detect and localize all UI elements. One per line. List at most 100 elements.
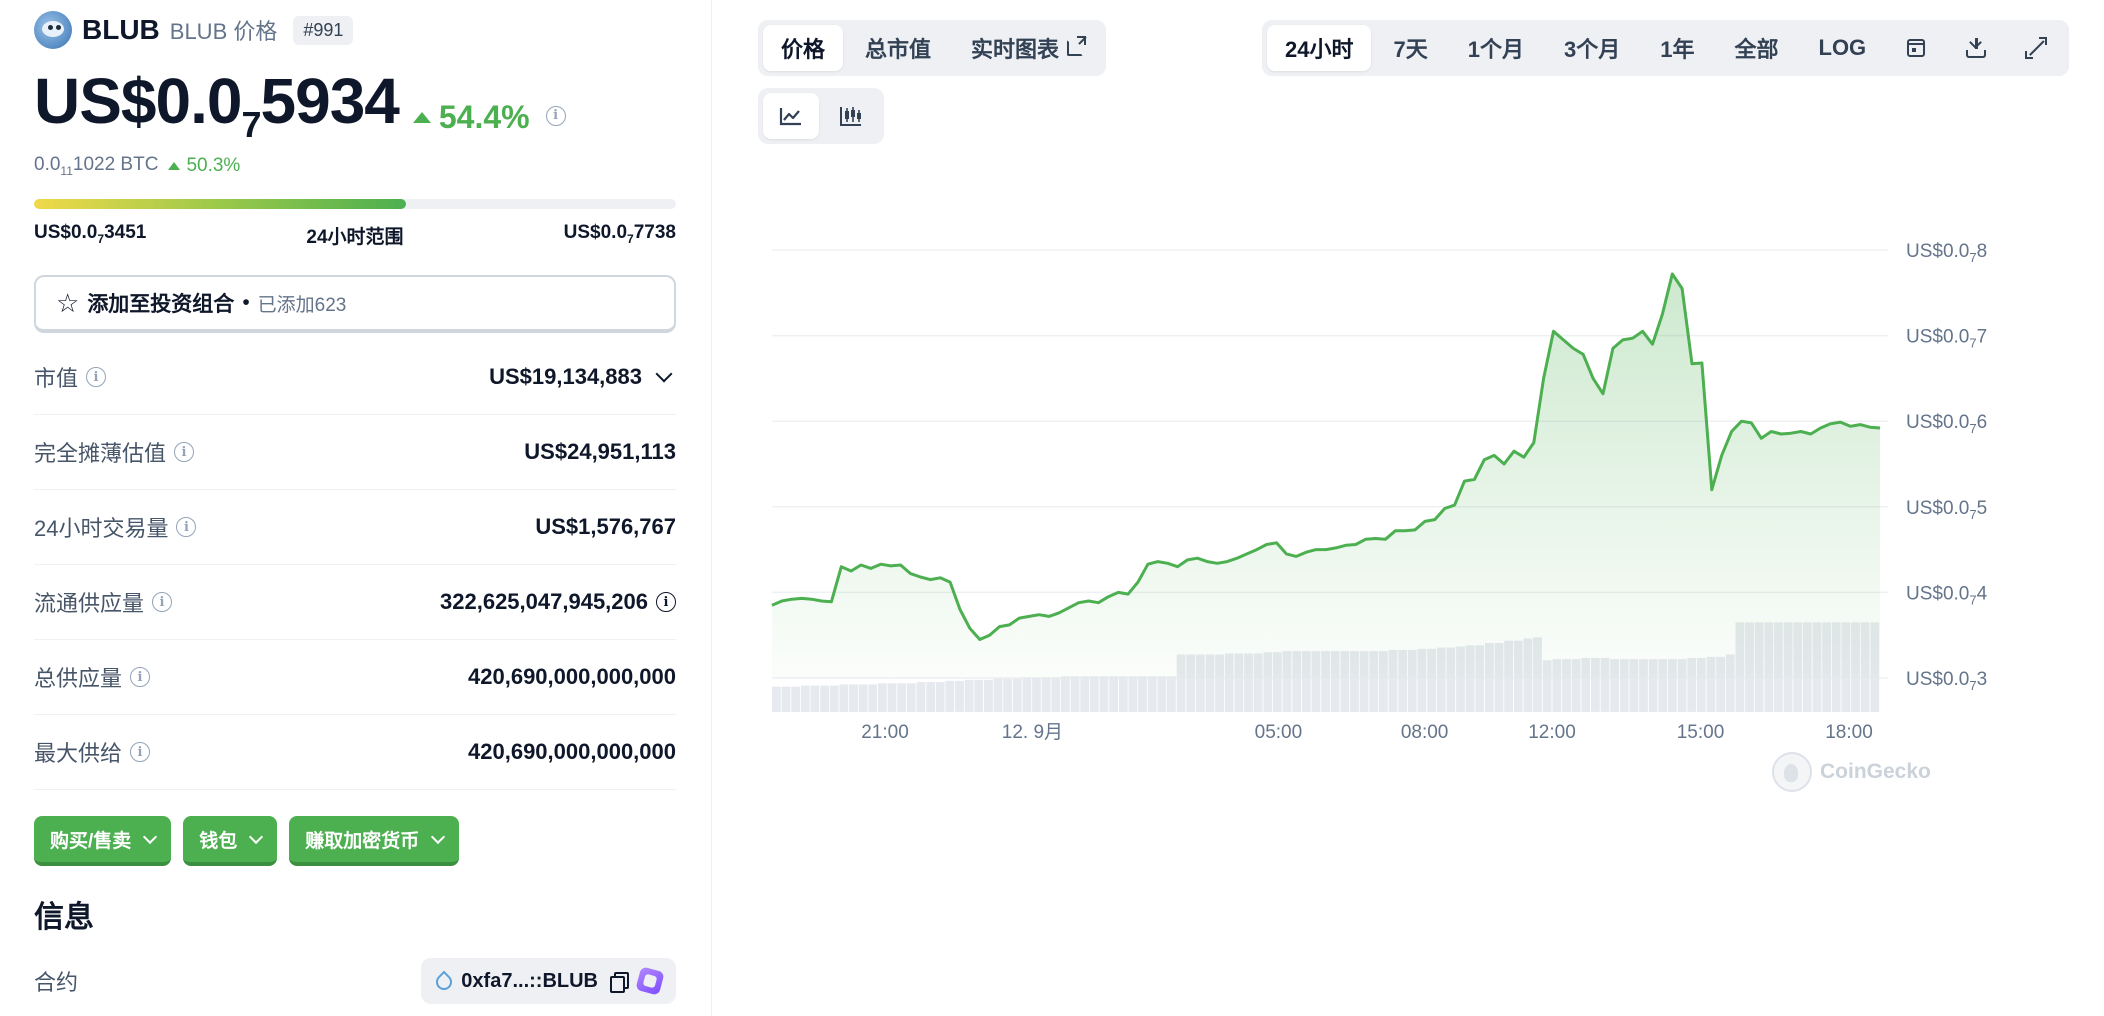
volume-bar [1581, 657, 1591, 712]
market-cap-dropdown[interactable]: US$19,134,883 [489, 364, 676, 390]
tab-market-cap[interactable]: 总市值 [865, 37, 932, 62]
volume-bar [1359, 651, 1369, 712]
btc-price-value: 0.0111022 BTC [34, 154, 159, 178]
24h-range-labels: US$0.073451 24小时范围 US$0.077738 [34, 222, 676, 249]
volume-bar [1571, 659, 1581, 712]
volume-bar [1321, 651, 1330, 712]
price-line [771, 272, 1881, 641]
sui-chain-icon [435, 972, 449, 990]
coin-overview-panel: BLUB BLUB 价格 #991 US$0.075934 54.4% i 0.… [0, 0, 712, 1016]
volume-bar [820, 685, 829, 712]
stat-label: 24小时交易量 [34, 516, 169, 541]
range-low: US$0.073451 [34, 222, 147, 246]
volume-bar [1032, 677, 1041, 712]
volume-bar [1648, 659, 1658, 712]
fullscreen-button[interactable] [2008, 25, 2064, 71]
volume-bar [868, 684, 878, 712]
volume-bar [1446, 647, 1456, 712]
info-icon[interactable]: i [152, 592, 173, 612]
star-icon: ☆ [56, 288, 80, 318]
volume-bar [781, 686, 791, 712]
date-range-button[interactable] [1888, 25, 1944, 71]
tab-log[interactable]: LOG [1818, 35, 1867, 60]
tab-live-chart[interactable]: 实时图表 [953, 25, 1101, 71]
stat-value: US$1,576,767 [535, 514, 676, 539]
blub-logo-icon [34, 11, 72, 49]
x-tick-label: 21:00 [861, 722, 909, 743]
info-icon[interactable]: i [174, 442, 195, 462]
chevron-down-icon [655, 365, 673, 383]
stat-value: US$19,134,883 [489, 364, 642, 389]
tab-price[interactable]: 价格 [763, 25, 844, 71]
x-tick-label: 08:00 [1401, 722, 1449, 743]
volume-bar [1195, 654, 1205, 712]
contract-row: 合约 0xfa7...::BLUB [34, 958, 676, 1004]
stat-label: 最大供给 [34, 741, 123, 766]
volume-bar [974, 679, 984, 712]
info-icon[interactable]: i [86, 367, 107, 387]
add-to-wallet-icon[interactable] [635, 966, 665, 996]
x-tick-label: 05:00 [1255, 722, 1303, 743]
volume-bar [1070, 676, 1080, 712]
volume-bar [1041, 677, 1051, 712]
price-info-icon[interactable]: i [545, 105, 566, 126]
line-chart-toggle[interactable] [763, 93, 819, 139]
volume-bar [1417, 648, 1427, 713]
buy-sell-button[interactable]: 购买/售卖 [34, 816, 172, 866]
copy-icon[interactable] [610, 972, 629, 993]
info-icon[interactable]: i [176, 517, 197, 537]
tab-1m[interactable]: 1个月 [1467, 37, 1524, 62]
earn-crypto-button[interactable]: 赚取加密货币 [289, 816, 460, 866]
volume-bar [1215, 654, 1224, 712]
line-chart-icon [779, 108, 801, 126]
volume-bar [1340, 651, 1350, 712]
candlestick-icon [840, 107, 861, 126]
volume-bar [906, 683, 916, 712]
portfolio-label: 添加至投资组合 [87, 293, 235, 316]
tab-1y[interactable]: 1年 [1660, 37, 1695, 62]
volume-bar [1552, 659, 1562, 712]
volume-bar [1273, 652, 1282, 712]
volume-bar [1176, 654, 1186, 712]
tab-24h[interactable]: 24小时 [1267, 25, 1372, 71]
volume-bar [772, 686, 781, 712]
volume-bar [1301, 651, 1311, 712]
price-chart[interactable]: US$0.078 US$0.077 US$0.076 US$0.075 US$0.074… [760, 200, 2100, 1000]
volume-bar [926, 682, 935, 712]
candlestick-chart-toggle[interactable] [823, 93, 879, 139]
volume-bar [791, 686, 801, 712]
download-button[interactable] [1948, 25, 2004, 71]
tab-7d[interactable]: 7天 [1393, 37, 1428, 62]
stat-value: 322,625,047,945,206 [440, 589, 648, 614]
volume-bar [1379, 651, 1388, 712]
chart-type-tabs [758, 88, 884, 144]
range-label: 24小时范围 [306, 227, 404, 248]
volume-bar [1407, 649, 1417, 712]
volume-bar [984, 679, 993, 712]
y-tick-label: US$0.075 [1906, 498, 1987, 522]
circulating-info-icon[interactable]: i [656, 592, 676, 612]
chevron-down-icon [431, 829, 446, 844]
add-to-portfolio-button[interactable]: ☆ 添加至投资组合 • 已添加623 [34, 275, 676, 333]
volume-bar [1292, 651, 1302, 712]
volume-bar [1118, 676, 1128, 712]
volume-bar [1687, 657, 1697, 712]
chevron-down-icon [249, 829, 264, 844]
wallet-button[interactable]: 钱包 [183, 816, 278, 866]
y-tick-label: US$0.076 [1906, 412, 1987, 436]
volume-bar [1677, 659, 1687, 712]
tab-3m[interactable]: 3个月 [1563, 37, 1621, 62]
coin-subtitle: BLUB 价格 [169, 19, 278, 44]
x-tick-label: 12:00 [1528, 722, 1576, 743]
range-tabs: 24小时 7天 1个月 3个月 1年 全部 LOG [1262, 20, 2070, 76]
trend-up-icon [168, 161, 181, 170]
volume-bar [1282, 651, 1292, 712]
stat-row-max-supply: 最大供给 i 420,690,000,000,000 [34, 715, 676, 790]
contract-pill: 0xfa7...::BLUB [421, 958, 676, 1004]
info-icon[interactable]: i [130, 667, 151, 687]
volume-bar [1022, 677, 1032, 712]
stat-label: 流通供应量 [34, 591, 145, 616]
external-link-icon [1067, 36, 1087, 56]
info-icon[interactable]: i [130, 742, 151, 762]
tab-all[interactable]: 全部 [1734, 37, 1779, 62]
